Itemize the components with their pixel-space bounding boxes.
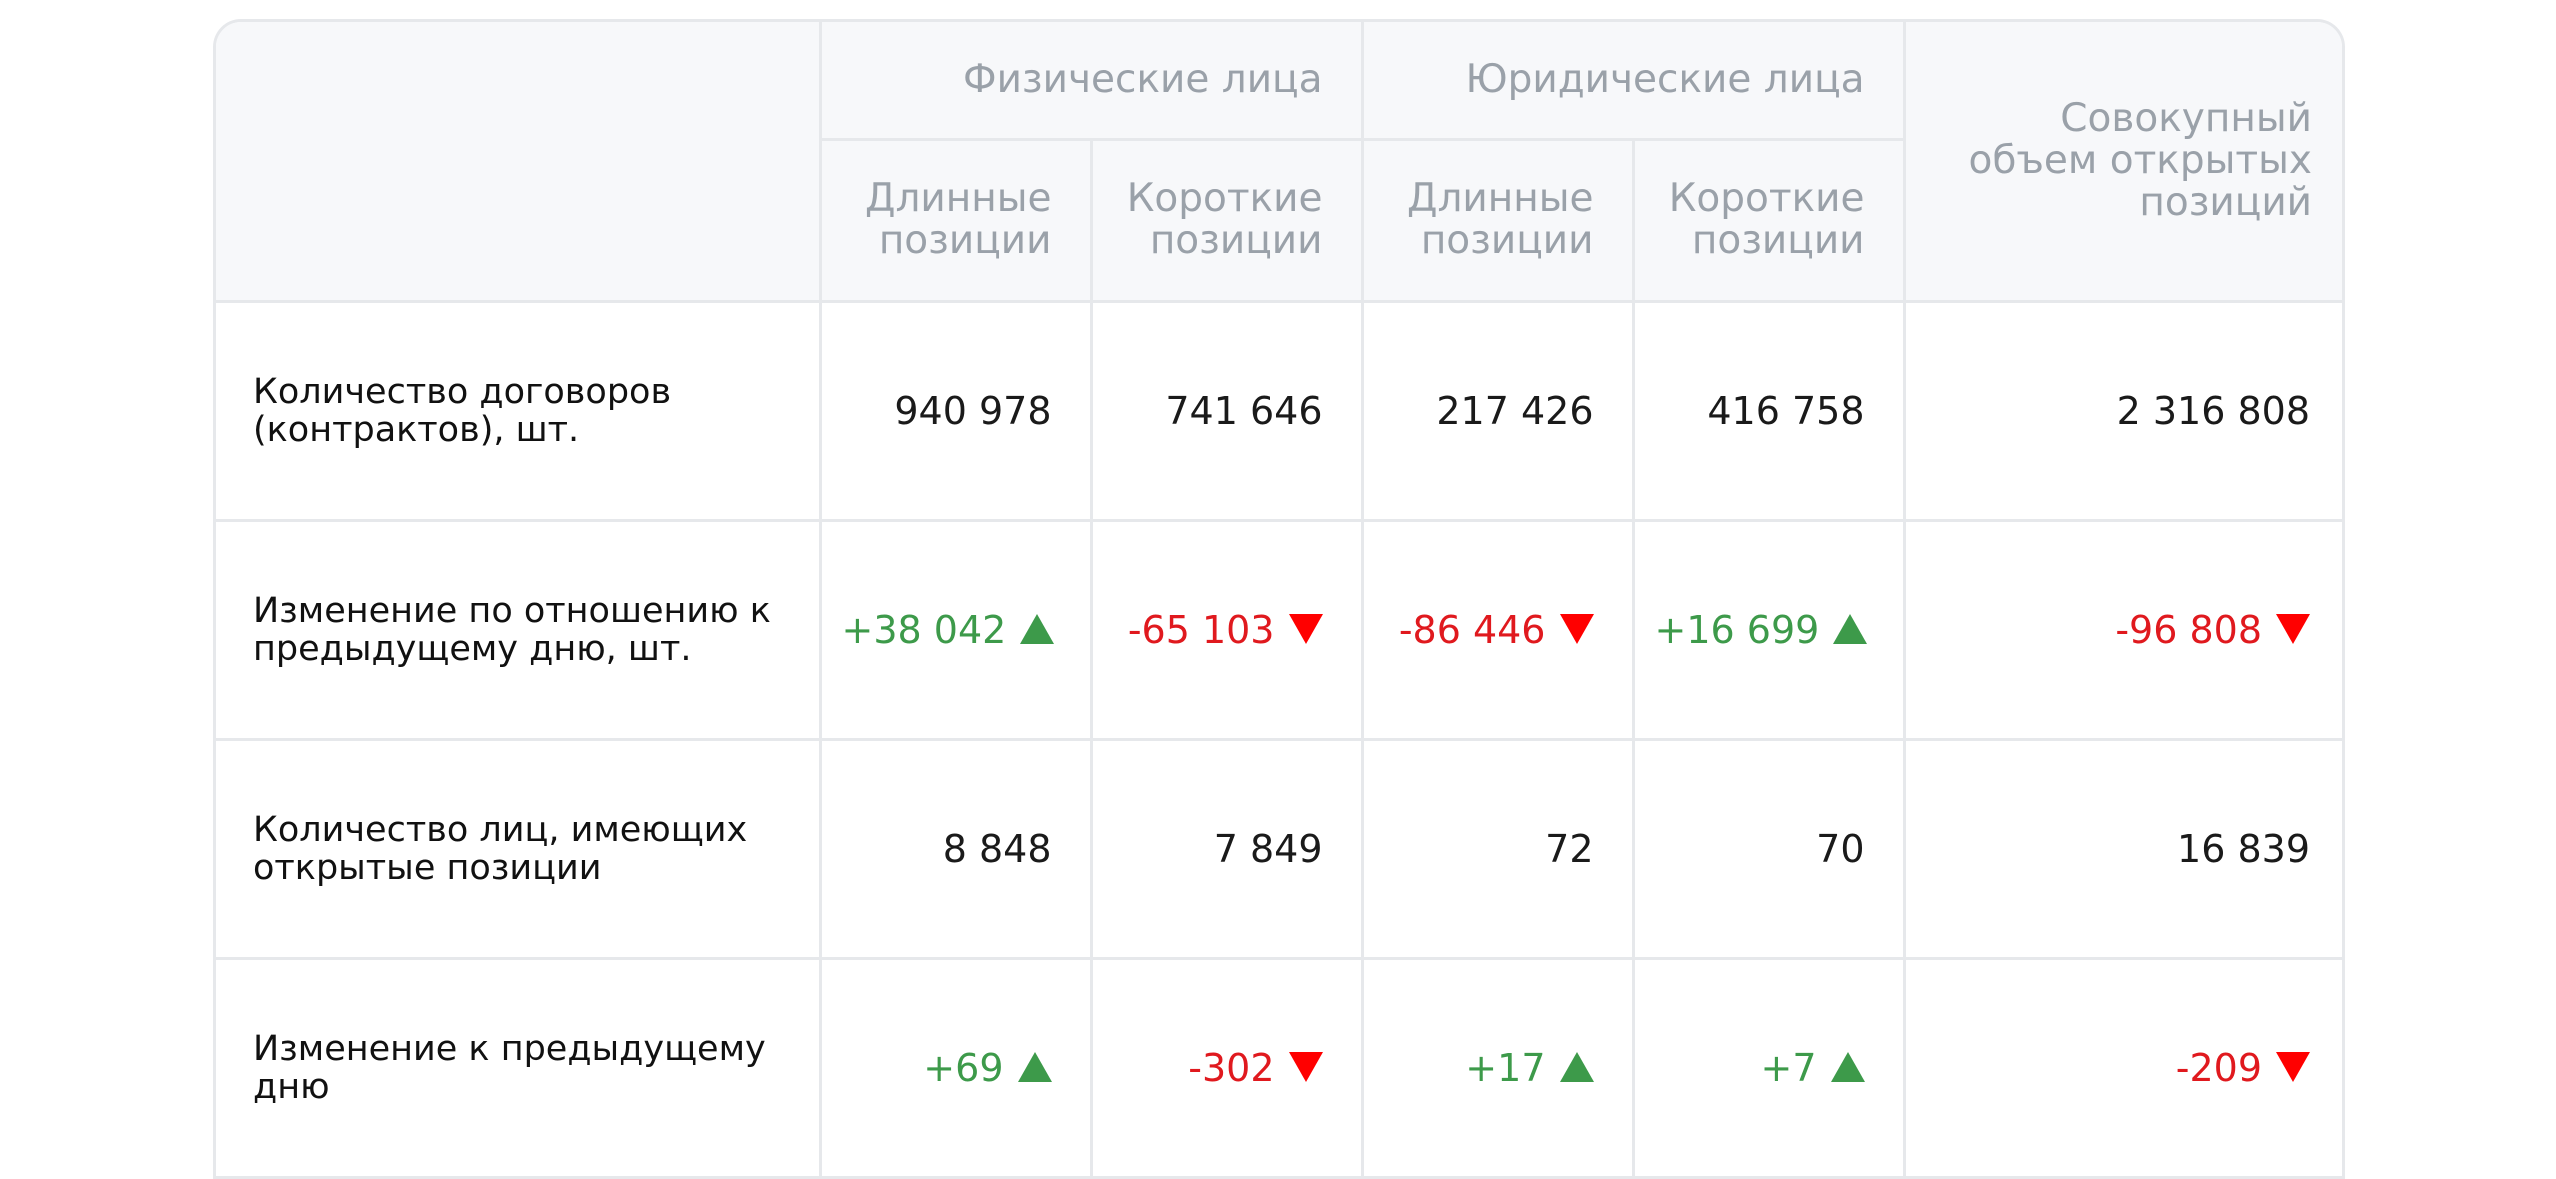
cell-total: -209 <box>1902 956 2342 1179</box>
header-long-individuals: Длинные позиции <box>820 137 1093 303</box>
cell-long-individuals: 940 978 <box>818 301 1093 522</box>
header-short-legal: Короткие позиции <box>1631 137 1905 303</box>
triangle-down-icon <box>1288 1052 1323 1082</box>
positions-table: Физические лица Юридические лица Совокуп… <box>216 22 2342 1179</box>
cell-total: 2 316 808 <box>1902 301 2342 522</box>
header-row-positions: Длинные позиции Короткие позиции Длинные… <box>216 137 2342 303</box>
header-short-individuals: Короткие позиции <box>1089 137 1364 303</box>
cell-value: 940 978 <box>894 388 1052 433</box>
triangle-down-icon <box>1288 614 1323 644</box>
cell-value: -65 103 <box>1127 607 1275 652</box>
cell-short-individuals: -65 103 <box>1089 518 1364 741</box>
total-header: Совокупный объем открытых позиций <box>1902 22 2342 303</box>
triangle-up-icon <box>1833 614 1868 644</box>
cell-value: 416 758 <box>1707 388 1865 433</box>
cell-value: 70 <box>1816 826 1865 871</box>
cell-value: 8 848 <box>942 826 1052 871</box>
cell-long-legal: 72 <box>1360 737 1635 960</box>
row-label: Количество договоров (контрактов), шт. <box>216 301 822 522</box>
corner-cell <box>216 22 822 303</box>
cell-value: 7 849 <box>1213 826 1323 871</box>
cell-value: -302 <box>1188 1045 1275 1090</box>
cell-total: -96 808 <box>1902 518 2342 741</box>
cell-short-individuals: 741 646 <box>1089 301 1364 522</box>
cell-value: 2 316 808 <box>2116 388 2311 433</box>
header-row-groups: Физические лица Юридические лица Совокуп… <box>216 22 2342 303</box>
table-body: Количество договоров (контрактов), шт. 94… <box>216 301 2342 1179</box>
cell-total: 16 839 <box>1902 737 2342 960</box>
cell-short-legal: 416 758 <box>1631 301 1906 522</box>
cell-short-legal: +16 699 <box>1631 518 1906 741</box>
cell-value: -209 <box>2175 1045 2263 1090</box>
cell-long-legal: +17 <box>1360 956 1635 1179</box>
cell-value: +16 699 <box>1654 607 1820 652</box>
triangle-down-icon <box>1559 614 1594 644</box>
group-header-legal: Юридические лица <box>1360 22 1906 141</box>
cell-short-individuals: 7 849 <box>1089 737 1364 960</box>
group-header-individuals: Физические лица <box>818 22 1364 141</box>
cell-short-individuals: -302 <box>1089 956 1364 1179</box>
cell-long-legal: 217 426 <box>1360 301 1635 522</box>
cell-long-legal: -86 446 <box>1360 518 1635 741</box>
cell-short-legal: +7 <box>1631 956 1906 1179</box>
triangle-up-icon <box>1020 614 1055 644</box>
table-row: Изменение по отношению к предыдущему дню… <box>216 518 2342 741</box>
row-label: Изменение по отношению к предыдущему дню… <box>216 518 822 741</box>
open-positions-table: Физические лица Юридические лица Совокуп… <box>213 19 2345 1179</box>
triangle-up-icon <box>1559 1052 1594 1082</box>
cell-value: +69 <box>923 1045 1004 1090</box>
cell-long-individuals: +38 042 <box>818 518 1093 741</box>
table-row: Изменение к предыдущему дню +69 -302 +17 +7 -… <box>216 956 2342 1179</box>
cell-long-individuals: 8 848 <box>818 737 1093 960</box>
cell-value: +38 042 <box>841 607 1007 652</box>
triangle-up-icon <box>1017 1052 1052 1082</box>
cell-value: 72 <box>1545 826 1594 871</box>
cell-value: -86 446 <box>1398 607 1546 652</box>
triangle-down-icon <box>2276 1052 2311 1082</box>
triangle-up-icon <box>1830 1052 1865 1082</box>
cell-short-legal: 70 <box>1631 737 1906 960</box>
row-label: Изменение к предыдущему дню <box>216 956 822 1179</box>
cell-value: 217 426 <box>1436 388 1594 433</box>
cell-value: 741 646 <box>1165 388 1323 433</box>
cell-value: -96 808 <box>2115 607 2263 652</box>
table-row: Количество договоров (контрактов), шт. 94… <box>216 301 2342 522</box>
cell-value: +17 <box>1465 1045 1546 1090</box>
table-row: Количество лиц, имеющих открытые позиции… <box>216 737 2342 960</box>
row-label: Количество лиц, имеющих открытые позиции <box>216 737 822 960</box>
cell-value: +7 <box>1760 1045 1817 1090</box>
cell-value: 16 839 <box>2177 826 2311 871</box>
header-long-legal: Длинные позиции <box>1360 137 1635 303</box>
cell-long-individuals: +69 <box>818 956 1093 1179</box>
triangle-down-icon <box>2276 614 2311 644</box>
